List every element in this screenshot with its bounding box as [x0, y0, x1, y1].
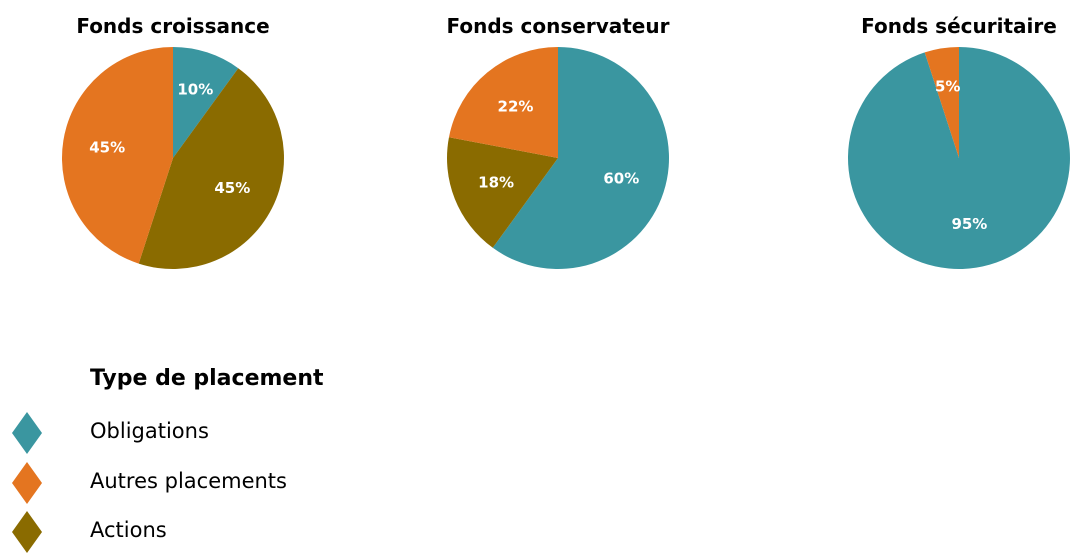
- chart-title: Fonds conservateur: [446, 14, 670, 38]
- chart-title: Fonds sécuritaire: [861, 14, 1057, 38]
- pie-slice-autres-placements: [448, 47, 558, 158]
- slice-label-actions: 18%: [478, 174, 514, 192]
- diamond-marker-icon: [12, 412, 42, 454]
- legend-label: Autres placements: [90, 469, 287, 493]
- slice-label-autres-placements: 5%: [935, 78, 960, 96]
- legend-label: Obligations: [90, 419, 209, 443]
- chart-title: Fonds croissance: [76, 14, 270, 38]
- pie-slice-autres-placements: [924, 47, 959, 158]
- pie-svg: 95% 5%: [847, 47, 1070, 270]
- legend-item-obligations: Obligations: [0, 410, 500, 456]
- pie-slice-obligations: [492, 47, 670, 269]
- slice-label-obligations: 10%: [177, 80, 213, 98]
- pie-chart-fonds-securitaire: Fonds sécuritaire 95% 5%: [809, 0, 1071, 290]
- legend-item-autres-placements: Autres placements: [0, 460, 500, 506]
- slice-label-actions: 45%: [214, 179, 250, 197]
- pie-slice-autres-placements: [61, 46, 173, 264]
- pie-svg: 60% 18% 22%: [447, 47, 670, 269]
- pie-slice-obligations: [847, 47, 1070, 270]
- diamond-marker-icon: [12, 462, 42, 504]
- diamond-marker-icon: [12, 511, 42, 553]
- slice-label-autres-placements: 45%: [89, 139, 125, 157]
- pie-svg: 10% 45% 45%: [61, 46, 284, 270]
- slice-label-autres-placements: 22%: [498, 98, 534, 116]
- pie-chart-fonds-conservateur: Fonds conservateur 60% 18% 22%: [408, 0, 708, 290]
- pie-slice-actions: [447, 137, 558, 248]
- slice-label-obligations: 95%: [951, 215, 987, 233]
- pie-slice-actions: [138, 68, 284, 270]
- legend-label: Actions: [90, 518, 167, 542]
- pie-chart-fonds-croissance: Fonds croissance 10% 45% 45%: [23, 0, 323, 290]
- legend-title: Type de placement: [90, 366, 324, 391]
- legend-item-actions: Actions: [0, 509, 500, 555]
- pie-slice-obligations: [173, 47, 239, 158]
- slice-label-obligations: 60%: [603, 170, 639, 188]
